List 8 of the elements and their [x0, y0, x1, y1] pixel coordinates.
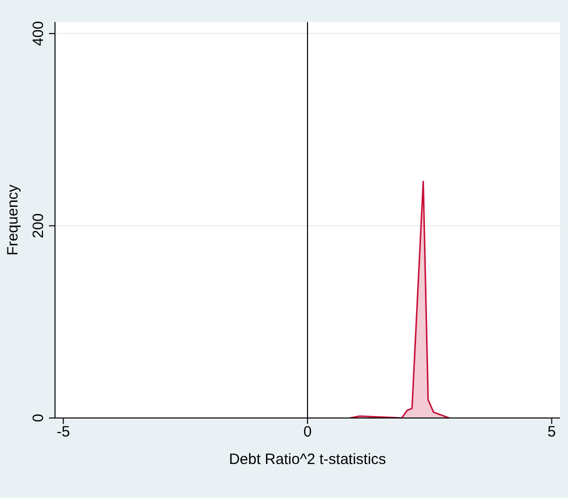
x-tick-label: 5 — [548, 424, 556, 441]
x-axis-title: Debt Ratio^2 t-statistics — [228, 451, 386, 468]
y-tick-label: 200 — [30, 213, 47, 238]
y-tick-label: 0 — [30, 414, 47, 422]
x-tick-label: 0 — [303, 424, 312, 441]
x-tick-label: -5 — [56, 424, 70, 441]
y-axis-title: Frequency — [4, 184, 22, 256]
y-tick-label: 400 — [30, 21, 47, 46]
